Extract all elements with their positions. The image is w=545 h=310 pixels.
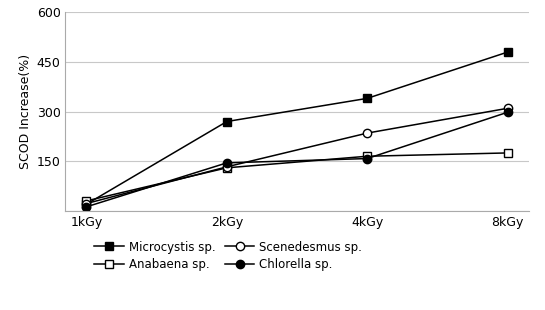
Anabaena sp.	[504, 151, 511, 155]
Line: Anabaena sp.: Anabaena sp.	[82, 149, 512, 205]
Line: Scenedesmus sp.: Scenedesmus sp.	[82, 104, 512, 208]
Scenedesmus sp.	[223, 165, 230, 169]
Scenedesmus sp.	[504, 106, 511, 110]
Microcystis sp.	[364, 96, 371, 100]
Scenedesmus sp.	[83, 202, 90, 206]
Line: Chlorella sp.: Chlorella sp.	[82, 108, 512, 211]
Scenedesmus sp.	[364, 131, 371, 135]
Chlorella sp.	[504, 110, 511, 114]
Y-axis label: SCOD Increase(%): SCOD Increase(%)	[20, 54, 33, 169]
Anabaena sp.	[83, 199, 90, 203]
Anabaena sp.	[223, 166, 230, 170]
Line: Microcystis sp.: Microcystis sp.	[82, 48, 512, 208]
Chlorella sp.	[83, 205, 90, 209]
Anabaena sp.	[364, 154, 371, 158]
Chlorella sp.	[364, 157, 371, 160]
Microcystis sp.	[504, 50, 511, 54]
Legend: Microcystis sp., Anabaena sp., Scenedesmus sp., Chlorella sp.: Microcystis sp., Anabaena sp., Scenedesm…	[94, 241, 362, 271]
Microcystis sp.	[223, 120, 230, 123]
Microcystis sp.	[83, 202, 90, 206]
Chlorella sp.	[223, 161, 230, 165]
